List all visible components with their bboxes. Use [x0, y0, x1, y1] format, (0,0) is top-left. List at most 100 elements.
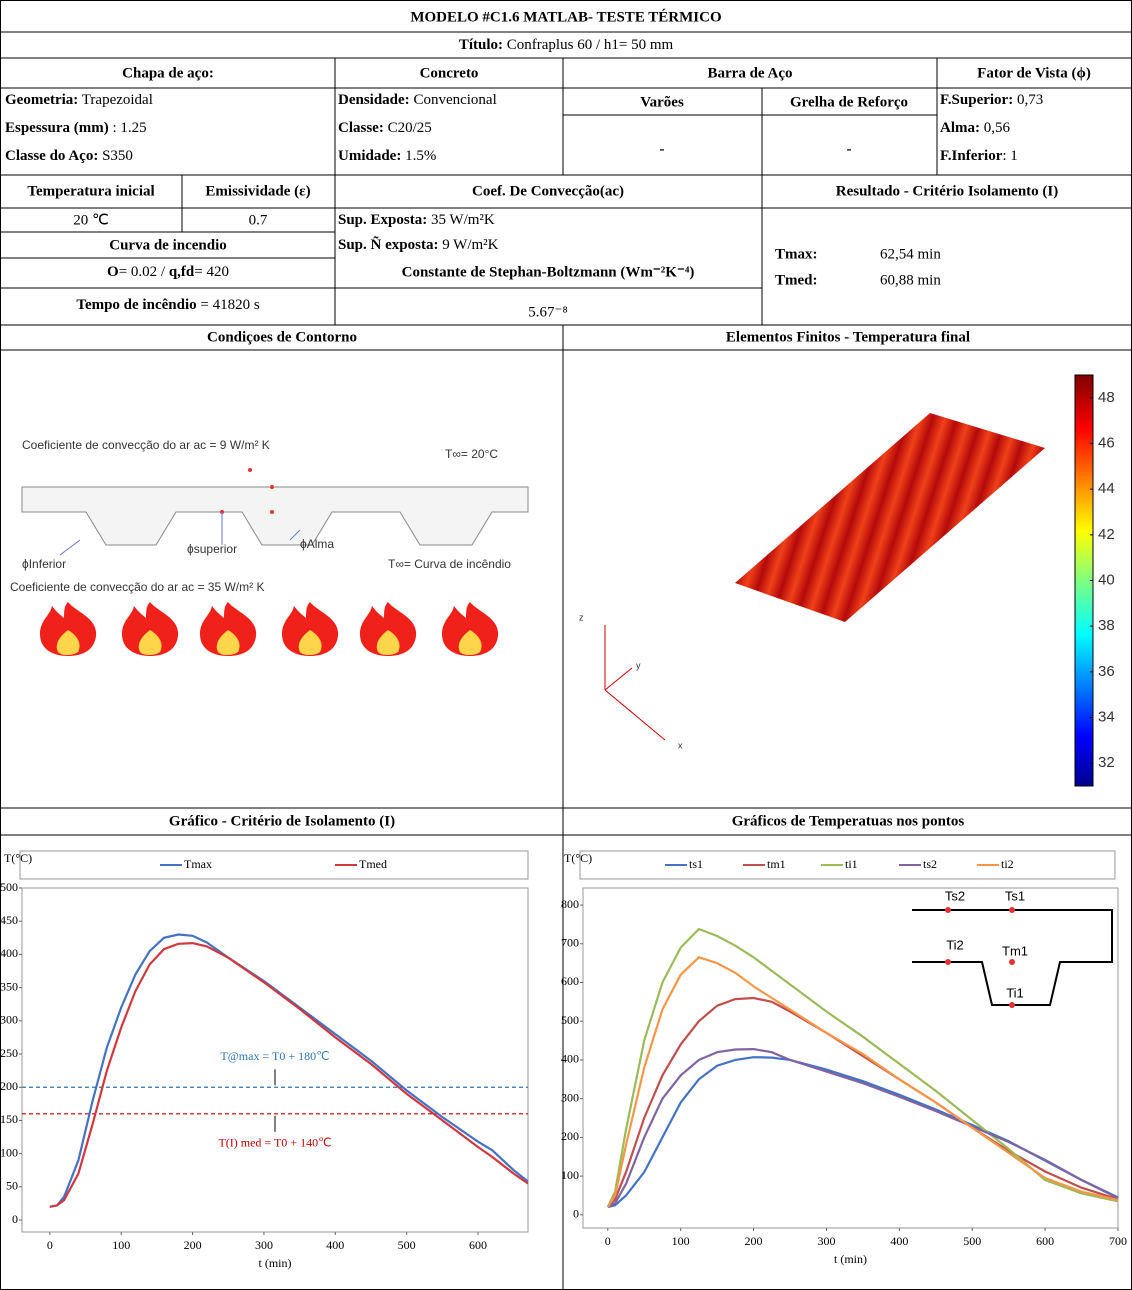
- series-line: [49, 933, 529, 1208]
- x-tick-label: 200: [745, 1234, 763, 1248]
- series-line: [607, 1047, 1119, 1209]
- property: Densidade: Convencional: [338, 92, 497, 108]
- section-title: Gráficos de Temperatuas nos pontos: [732, 813, 965, 829]
- section-title: Condiçoes de Contorno: [207, 329, 357, 345]
- property: F.Superior: 0,73: [940, 92, 1043, 108]
- heading: Chapa de aço:: [122, 65, 214, 81]
- legend-label: Tmed: [359, 857, 387, 871]
- inset-label: Tm1: [1002, 943, 1028, 958]
- cell-value: O= 0.02 / q,fd= 420: [107, 264, 229, 280]
- property-label: Densidade:: [338, 92, 410, 108]
- y-tick-label: 50: [6, 1179, 18, 1193]
- y-tick-label: 100: [561, 1168, 579, 1182]
- property-value: 0,56: [980, 120, 1011, 136]
- y-tick-label: 250: [0, 1046, 18, 1060]
- x-tick-label: 300: [817, 1234, 835, 1248]
- legend-box: [19, 850, 529, 880]
- property-value: 1.5%: [401, 148, 436, 164]
- property-value: S350: [98, 148, 133, 164]
- plot-frame: [582, 887, 1119, 1229]
- x-tick-label: 500: [398, 1238, 416, 1252]
- diagram-label: T∞= Curva de incêndio: [388, 557, 511, 571]
- diagram-label: ϕsuperior: [187, 542, 237, 556]
- column-heading: Grelha de Reforço: [790, 94, 908, 110]
- flame-core: [56, 630, 80, 655]
- property-value: : 1.25: [109, 120, 147, 136]
- x-tick-label: 400: [326, 1238, 344, 1252]
- inset-label: Ts1: [1005, 888, 1025, 903]
- subtitle: Título: Confraplus 60 / h1= 50 mm: [459, 37, 674, 53]
- colorbar-label: 44: [1098, 480, 1115, 497]
- legend-label: ti2: [1001, 857, 1014, 871]
- y-tick-label: 0: [573, 1207, 579, 1221]
- x-tick-label: 600: [1036, 1234, 1054, 1248]
- slab-section: [21, 486, 529, 546]
- y-tick-label: 500: [561, 1013, 579, 1027]
- x-tick-label: 0: [47, 1238, 53, 1252]
- property-label: F.Superior:: [940, 92, 1013, 108]
- page-title: MODELO #C1.6 MATLAB- TESTE TÉRMICO: [410, 8, 721, 25]
- x-axis-label: t (min): [259, 1256, 292, 1270]
- property: Umidade: 1.5%: [338, 148, 436, 164]
- property: Geometria: Trapezoidal: [5, 92, 153, 108]
- property-label: Umidade:: [338, 148, 401, 164]
- y-axis-label: T(°C): [564, 851, 592, 865]
- series-line: [607, 1056, 1119, 1209]
- x-tick-label: 100: [112, 1238, 130, 1252]
- fem-slab: [735, 413, 1045, 622]
- legend-label: tm1: [767, 857, 786, 871]
- property-label: Classe:: [338, 120, 384, 136]
- y-tick-label: 0: [12, 1212, 18, 1226]
- property-label: Classe do Aço:: [5, 148, 98, 164]
- heading: Curva de incendio: [109, 237, 227, 253]
- diagram-label: T∞= 20°C: [445, 447, 498, 461]
- inset-label: Ts2: [945, 888, 965, 903]
- diagram-label: ϕAlma: [300, 537, 334, 551]
- colorbar-label: 46: [1098, 434, 1115, 451]
- property: Classe: C20/25: [338, 120, 432, 136]
- inset-label: Ti1: [1006, 985, 1024, 1000]
- heading: Coef. De Convecção(ac): [472, 183, 624, 199]
- cell-value: 5.67⁻⁸: [528, 304, 567, 320]
- property-label: Alma:: [940, 120, 980, 136]
- inset-label: Ti2: [946, 937, 964, 952]
- series-line: [49, 941, 529, 1208]
- diagram-label: ϕInferior: [22, 557, 66, 571]
- axis-name: y: [636, 660, 641, 670]
- y-tick-label: 800: [561, 897, 579, 911]
- legend-label: ts1: [689, 857, 703, 871]
- cell-value: Sup. Ñ exposta: 9 W/m²K: [338, 235, 499, 253]
- heading: Barra de Aço: [708, 65, 793, 81]
- series-line: [606, 927, 1119, 1208]
- inset-points: [945, 907, 1015, 1008]
- colorbar-label: 40: [1098, 571, 1115, 588]
- y-tick-label: 200: [561, 1129, 579, 1143]
- legend-box: [579, 850, 1116, 880]
- plot-frame: [21, 887, 529, 1233]
- column-heading: Varões: [640, 94, 684, 110]
- diagram-label: Coeficiente de convecção do ar ac = 9 W/…: [22, 438, 270, 452]
- heading: Concreto: [420, 65, 479, 81]
- property-label: Espessura (mm): [5, 120, 109, 136]
- property: Espessura (mm) : 1.25: [5, 120, 147, 136]
- heading: Resultado - Critério Isolamento (I): [836, 183, 1058, 199]
- flame-core: [376, 630, 400, 655]
- cell-value: Tempo de incêndio = 41820 s: [76, 297, 260, 313]
- cell-value: Sup. Exposta: 35 W/m²K: [338, 212, 495, 228]
- leaders: [59, 512, 301, 556]
- result-label: Tmax:: [775, 246, 818, 262]
- y-tick-label: 300: [0, 1013, 18, 1027]
- colorbar-label: 36: [1098, 663, 1115, 680]
- property-value: 0,73: [1013, 92, 1043, 108]
- legend-label: ts2: [923, 857, 937, 871]
- flame-core: [216, 630, 240, 655]
- inset-section: [912, 909, 1113, 1006]
- y-tick-label: 600: [561, 974, 579, 988]
- y-tick-label: 700: [561, 936, 579, 950]
- heading: Emissividade (ε): [205, 183, 310, 199]
- y-tick-label: 200: [0, 1079, 18, 1093]
- colorbar-label: 38: [1098, 617, 1115, 634]
- property-value: Trapezoidal: [78, 92, 153, 108]
